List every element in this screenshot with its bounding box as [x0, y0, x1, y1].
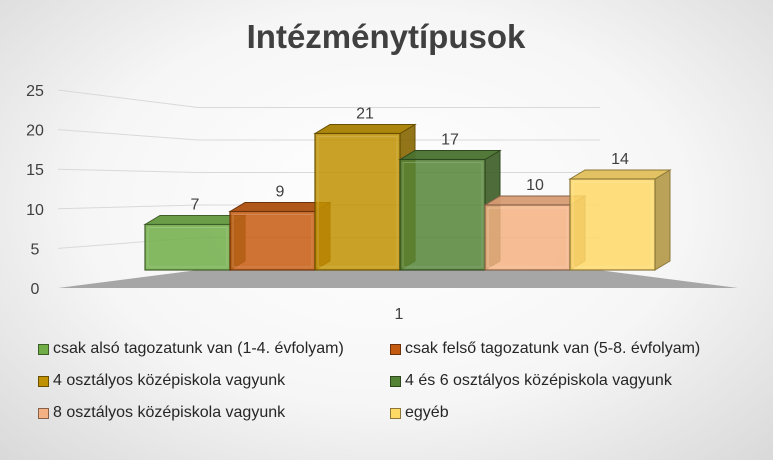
y-tick-label: 20	[26, 123, 44, 140]
x-tick-label: 1	[395, 306, 404, 323]
legend: csak alsó tagozatunk van (1-4. évfolyam)…	[38, 340, 758, 422]
data-label: 21	[356, 106, 374, 123]
legend-item: 4 és 6 osztályos középiskola vagyunk	[390, 372, 750, 390]
legend-swatch	[38, 407, 49, 419]
bar-front	[399, 158, 486, 271]
legend-label: csak felső tagozatunk van (5-8. évfolyam…	[405, 340, 701, 357]
bar-highlight	[232, 214, 313, 268]
legend-swatch	[38, 343, 49, 355]
bar-top	[568, 169, 672, 180]
legend-label: 4 osztályos középiskola vagyunk	[53, 372, 286, 389]
bar-highlight	[572, 181, 653, 268]
legend-label: csak alsó tagozatunk van (1-4. évfolyam)	[53, 340, 344, 357]
data-labels: 7 9 21 17 10 14	[191, 106, 629, 214]
bar	[568, 169, 672, 271]
gridline	[57, 129, 600, 141]
legend-item: 8 osztályos középiskola vagyunk	[38, 404, 390, 422]
bar-top	[313, 124, 417, 134]
y-tick-label: 5	[31, 241, 40, 258]
bar-front	[569, 178, 656, 271]
bar-front	[484, 204, 571, 271]
chart-title: Intézménytípusok	[247, 18, 526, 55]
bar-front	[144, 223, 231, 271]
bars	[143, 123, 672, 271]
bar-highlight	[487, 207, 568, 268]
y-tick-label: 25	[26, 83, 44, 100]
data-label: 14	[611, 151, 629, 168]
data-label: 7	[191, 197, 200, 214]
bar-highlight	[147, 227, 228, 268]
legend-swatch	[390, 407, 401, 419]
bar-front	[314, 132, 401, 271]
data-label: 10	[526, 177, 544, 194]
y-tick-label: 15	[26, 162, 44, 179]
y-tick-label: 0	[31, 281, 40, 298]
legend-swatch	[390, 375, 401, 387]
bar	[313, 123, 417, 271]
y-axis: 0 5 10 15 20 25	[26, 83, 44, 298]
chart-area: Intézménytípusok 0 5 10 15 20 25 7 9 21 17 10 14 1	[26, 18, 738, 323]
bar-highlight	[317, 136, 398, 268]
legend-swatch	[390, 343, 401, 355]
y-tick-label: 10	[26, 202, 44, 219]
bar-side	[654, 169, 671, 271]
legend-item: egyéb	[390, 404, 750, 422]
chart-floor	[58, 270, 738, 288]
legend-item: csak alsó tagozatunk van (1-4. évfolyam)	[38, 340, 390, 358]
legend-swatch	[38, 375, 49, 387]
bar-front	[229, 210, 316, 271]
legend-label: egyéb	[405, 404, 449, 421]
legend-label: 8 osztályos középiskola vagyunk	[53, 404, 286, 421]
gridline	[57, 89, 600, 108]
legend-label: 4 és 6 osztályos középiskola vagyunk	[405, 372, 672, 389]
data-label: 9	[276, 184, 285, 201]
legend-item: csak felső tagozatunk van (5-8. évfolyam…	[390, 340, 750, 358]
data-label: 17	[441, 132, 459, 149]
legend-item: 4 osztályos középiskola vagyunk	[38, 372, 390, 390]
bar-highlight	[402, 162, 483, 268]
bar-top	[398, 150, 502, 160]
